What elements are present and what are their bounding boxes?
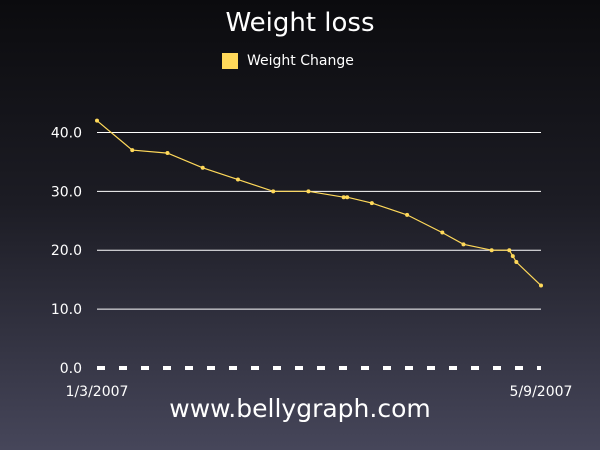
data-point — [341, 195, 346, 200]
footer-url: www.bellygraph.com — [169, 394, 431, 423]
data-point — [95, 118, 99, 123]
legend: Weight Change — [222, 52, 354, 70]
data-point — [271, 189, 276, 194]
data-point — [369, 201, 374, 206]
data-point — [165, 151, 170, 156]
y-tick-label: 0.0 — [60, 361, 82, 377]
data-point — [130, 148, 135, 153]
data-point — [306, 189, 311, 194]
data-point — [345, 195, 350, 200]
chart-title: Weight loss — [225, 8, 375, 38]
y-tick-label: 30.0 — [51, 184, 82, 200]
y-tick-label: 40.0 — [51, 125, 82, 141]
y-tick-label: 10.0 — [51, 302, 82, 318]
series-line — [96, 120, 542, 287]
data-point — [539, 283, 543, 288]
data-point — [461, 242, 466, 247]
data-point — [200, 165, 205, 170]
data-point — [514, 260, 519, 264]
data-point — [489, 248, 494, 253]
data-point — [235, 177, 240, 182]
legend-label: Weight Change — [247, 53, 354, 69]
y-tick-label: 20.0 — [51, 243, 82, 259]
x-tick-label: 5/9/2007 — [510, 384, 573, 400]
legend-swatch — [222, 53, 238, 69]
data-point — [510, 254, 515, 259]
data-point — [507, 248, 512, 253]
x-tick-label: 1/3/2007 — [66, 384, 129, 400]
data-point — [405, 212, 410, 217]
data-point — [440, 230, 445, 235]
